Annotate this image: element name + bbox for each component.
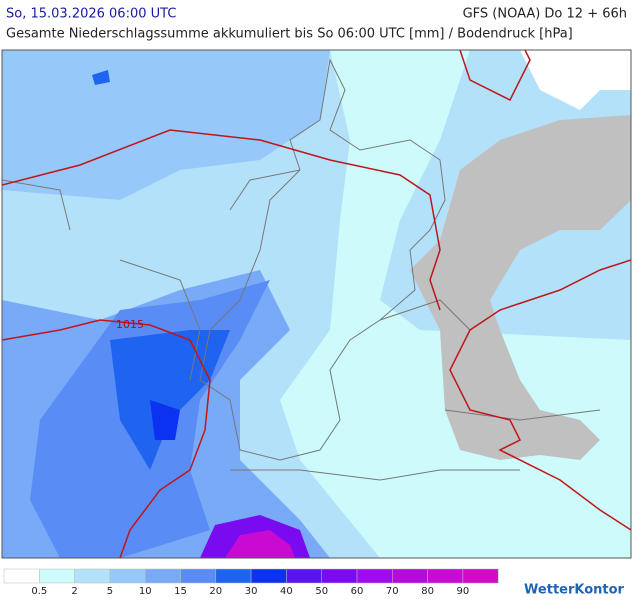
legend-label: 80 [421, 586, 434, 597]
date: So, 15.03.2026 06:00 UTC [6, 7, 176, 22]
model: GFS (NOAA) Do 12 + 66h [463, 7, 627, 22]
brand: WetterKontor [524, 583, 625, 598]
legend-label: 0.5 [31, 586, 47, 597]
legend-swatch [39, 568, 75, 584]
map: 1015 [1, 49, 632, 559]
legend-label: 10 [139, 586, 152, 597]
legend-label: 40 [280, 586, 293, 597]
subtitle: Gesamte Niederschlagssumme akkumuliert b… [6, 27, 573, 42]
legend-label: 30 [245, 586, 258, 597]
legend-label: 60 [351, 586, 364, 597]
legend-label: 20 [209, 586, 222, 597]
legend-label: 50 [315, 586, 328, 597]
legend-swatch [286, 568, 322, 584]
legend-label: 70 [386, 586, 399, 597]
legend: 0.5 2 5 10 15 20 30 40 50 60 70 80 90 [3, 568, 499, 597]
legend-swatch [250, 568, 287, 584]
legend-label: 90 [457, 586, 470, 597]
legend-swatch [144, 568, 181, 584]
legend-label: 2 [71, 586, 77, 597]
legend-swatch [180, 568, 217, 584]
legend-swatch [109, 568, 146, 584]
legend-swatch [392, 568, 428, 584]
legend-swatch [321, 568, 358, 584]
isobar-label: 1015 [116, 318, 144, 331]
legend-swatch [462, 568, 499, 584]
legend-swatch [3, 568, 40, 584]
legend-swatch [215, 568, 252, 584]
legend-label: 5 [107, 586, 113, 597]
legend-swatch [356, 568, 393, 584]
legend-swatch [74, 568, 111, 584]
legend-label: 15 [174, 586, 187, 597]
legend-swatch [427, 568, 464, 584]
